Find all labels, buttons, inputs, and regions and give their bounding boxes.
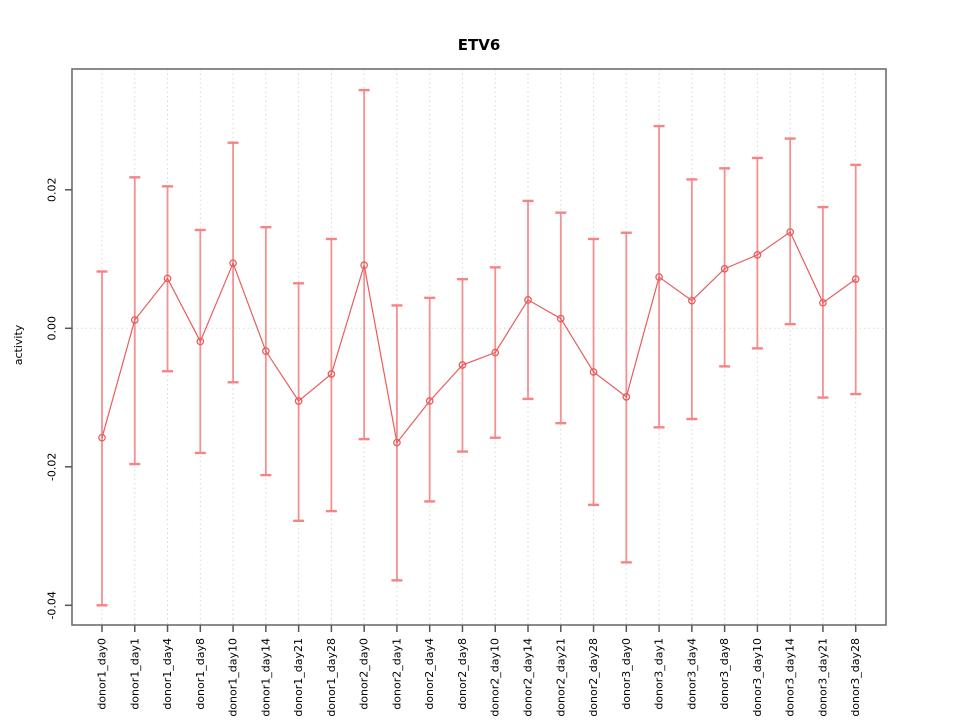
data-point-marker bbox=[622, 393, 631, 401]
x-tick-label: donor3_day4 bbox=[685, 638, 698, 710]
x-tick-label: donor1_day14 bbox=[259, 638, 272, 717]
data-point-marker bbox=[261, 347, 270, 356]
data-point-marker bbox=[655, 273, 663, 281]
series-line bbox=[101, 231, 857, 444]
data-point-marker bbox=[491, 348, 500, 357]
data-point-marker bbox=[196, 337, 205, 346]
x-tick-label: donor1_day4 bbox=[161, 638, 174, 710]
y-tick-label: 0.00 bbox=[46, 316, 59, 341]
x-tick-label: donor3_day10 bbox=[751, 638, 764, 717]
x-tick-label: donor2_day10 bbox=[489, 638, 502, 717]
data-point-marker bbox=[229, 259, 237, 268]
x-tick-label: donor2_day0 bbox=[358, 638, 371, 710]
x-tick-label: donor2_day4 bbox=[423, 638, 436, 710]
x-tick-label: donor1_day8 bbox=[194, 638, 207, 710]
data-point-marker bbox=[589, 368, 598, 376]
chart-title: ETV6 bbox=[457, 36, 501, 54]
data-point-marker bbox=[720, 264, 729, 273]
data-point-marker bbox=[360, 261, 369, 270]
x-tick-label: donor3_day28 bbox=[849, 638, 862, 717]
data-point-marker bbox=[393, 438, 401, 447]
y-tick-label: -0.02 bbox=[46, 453, 59, 481]
data-point-marker bbox=[130, 316, 139, 324]
x-tick-label: donor1_day21 bbox=[292, 638, 305, 717]
x-tick-label: donor2_day28 bbox=[587, 638, 600, 717]
data-point-marker bbox=[556, 314, 565, 323]
data-point-marker bbox=[786, 228, 795, 236]
data-point-marker bbox=[819, 298, 827, 307]
y-tick-label: 0.02 bbox=[46, 178, 59, 203]
x-tick-label: donor2_day8 bbox=[456, 638, 469, 710]
x-tick-label: donor2_day21 bbox=[554, 638, 567, 717]
x-tick-label: donor3_day8 bbox=[718, 638, 731, 710]
data-point-marker bbox=[327, 370, 336, 378]
x-tick-label: donor3_day14 bbox=[784, 638, 797, 717]
data-point-marker bbox=[688, 296, 696, 305]
x-tick-label: donor1_day10 bbox=[227, 638, 240, 717]
x-tick-label: donor2_day1 bbox=[390, 638, 403, 710]
x-tick-label: donor1_day1 bbox=[128, 638, 141, 710]
x-tick-label: donor3_day1 bbox=[653, 638, 666, 710]
data-point-marker bbox=[524, 296, 532, 304]
data-point-marker bbox=[851, 275, 860, 283]
x-tick-label: donor2_day14 bbox=[522, 638, 535, 717]
x-tick-label: donor3_day0 bbox=[620, 638, 633, 710]
data-point-marker bbox=[294, 397, 303, 405]
x-tick-label: donor3_day21 bbox=[816, 638, 829, 717]
x-tick-label: donor1_day0 bbox=[96, 638, 109, 710]
data-point-marker bbox=[753, 251, 762, 259]
x-tick-label: donor1_day28 bbox=[325, 638, 338, 717]
data-point-marker bbox=[163, 274, 172, 283]
plot-frame bbox=[71, 68, 887, 626]
y-tick-label: -0.04 bbox=[46, 591, 59, 619]
data-point-marker bbox=[425, 397, 434, 405]
data-point-marker bbox=[458, 361, 467, 369]
data-point-marker bbox=[98, 433, 106, 442]
